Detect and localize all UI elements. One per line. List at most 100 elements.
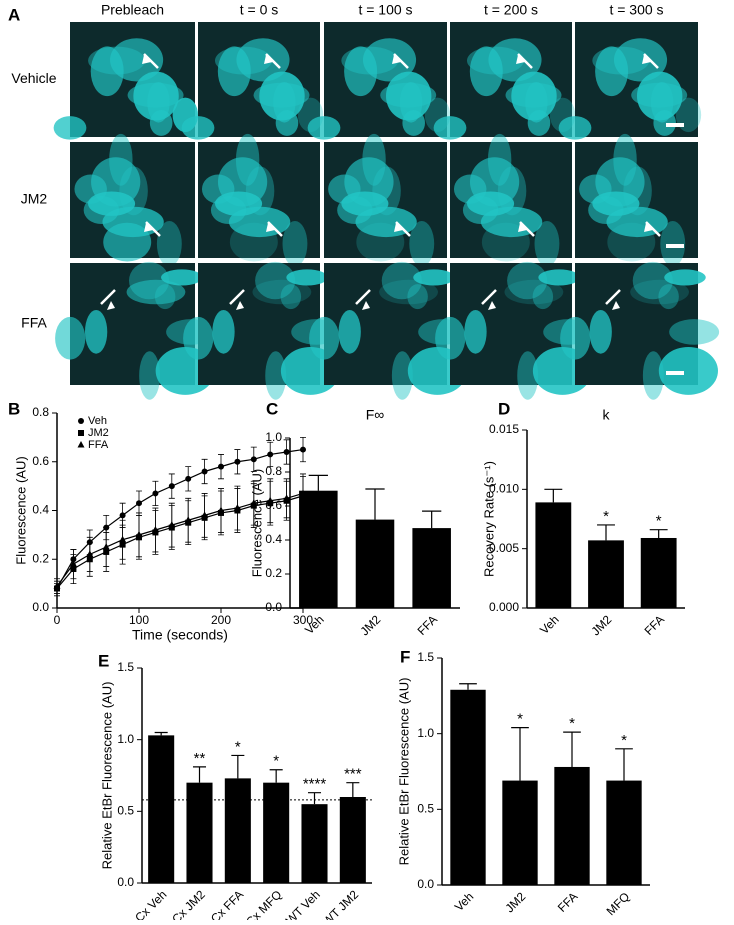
micrograph xyxy=(560,261,720,400)
point xyxy=(86,550,94,557)
cell xyxy=(487,133,512,186)
micrograph xyxy=(55,261,217,400)
cell xyxy=(507,261,548,300)
error-bar xyxy=(308,474,328,491)
point xyxy=(217,506,225,513)
cell xyxy=(362,133,386,186)
y-tick-label: 1.0 xyxy=(417,726,434,740)
x-tick-label: Veh xyxy=(537,612,562,637)
y-tick-label: 0.2 xyxy=(265,566,282,580)
cell xyxy=(344,46,378,97)
cell xyxy=(469,46,503,97)
point xyxy=(267,451,274,458)
bar xyxy=(535,502,572,608)
significance: * xyxy=(235,738,241,755)
panel-letter: A xyxy=(8,5,20,24)
point xyxy=(69,560,77,567)
cell xyxy=(183,316,214,360)
panel-letter: C xyxy=(266,399,278,418)
arrow xyxy=(643,53,659,69)
arrow xyxy=(100,289,116,305)
legend-marker xyxy=(77,441,85,448)
x-axis-label: Time (seconds) xyxy=(132,627,228,643)
arrow-head xyxy=(642,55,651,64)
x-tick-label: FFA xyxy=(555,889,580,914)
point xyxy=(283,449,290,455)
arrow xyxy=(481,289,497,305)
x-tick-label: 0 xyxy=(54,613,61,627)
arrow xyxy=(355,289,371,305)
point xyxy=(250,456,257,463)
cell xyxy=(126,279,186,305)
arrow-head xyxy=(362,301,370,310)
point xyxy=(135,530,143,538)
point xyxy=(119,512,126,519)
legend-label: FFA xyxy=(88,439,109,451)
cell xyxy=(385,71,432,121)
series-line xyxy=(56,495,304,589)
y-tick-label: 0.6 xyxy=(32,454,49,468)
cell xyxy=(589,310,612,354)
cell xyxy=(255,261,296,300)
cell xyxy=(161,269,203,286)
x-tick-label: FFA xyxy=(415,612,440,637)
cell xyxy=(511,71,557,121)
arrow-head xyxy=(394,223,403,232)
cell xyxy=(149,110,173,136)
x-tick-label: Cx FFA xyxy=(208,887,246,920)
column-header: t = 0 s xyxy=(240,2,279,18)
bar xyxy=(263,782,290,883)
arrow-head xyxy=(266,223,275,232)
column-header: t = 200 s xyxy=(484,2,538,18)
error-bar xyxy=(615,748,633,781)
point xyxy=(136,500,142,507)
cell xyxy=(83,196,120,225)
cell xyxy=(338,310,361,354)
cell xyxy=(409,221,435,267)
error-bar xyxy=(365,488,385,520)
arrow-head xyxy=(516,55,525,64)
y-tick-label: 0.6 xyxy=(265,498,282,512)
arrow xyxy=(605,289,621,305)
y-axis-label: Fluorescence (AU) xyxy=(249,469,264,577)
cell xyxy=(560,316,591,360)
cell xyxy=(55,316,86,360)
significance: * xyxy=(656,513,662,530)
cell xyxy=(660,221,686,267)
legend-marker xyxy=(78,430,84,436)
point xyxy=(266,496,274,504)
point xyxy=(152,490,159,497)
point xyxy=(300,446,306,453)
point xyxy=(250,499,258,506)
error-bar xyxy=(154,731,168,736)
cell xyxy=(664,269,706,286)
y-tick-label: 0.8 xyxy=(265,464,282,478)
cell xyxy=(632,261,673,300)
cell xyxy=(210,196,247,225)
point xyxy=(185,475,192,482)
cell xyxy=(595,46,629,97)
cell xyxy=(613,133,637,186)
significance: * xyxy=(603,508,609,525)
bar xyxy=(554,766,590,885)
arrow-head xyxy=(107,301,115,310)
error-bar xyxy=(511,727,529,781)
error-bar xyxy=(459,683,477,690)
cell xyxy=(534,221,560,267)
x-tick-label: JM2 xyxy=(502,889,528,915)
cell xyxy=(265,351,287,400)
significance: ** xyxy=(194,750,206,767)
micrograph xyxy=(558,22,702,140)
cell xyxy=(259,71,305,121)
cell xyxy=(133,71,179,121)
arrow-head xyxy=(144,223,153,232)
x-tick-label: Veh xyxy=(452,889,477,914)
arrow xyxy=(645,221,661,237)
x-tick-label: Cx MFQ xyxy=(243,887,284,920)
cell xyxy=(538,269,580,286)
x-tick-label: Cx JM2 xyxy=(169,887,208,920)
point xyxy=(168,483,175,490)
row-label: JM2 xyxy=(21,191,48,207)
significance: * xyxy=(273,753,279,770)
